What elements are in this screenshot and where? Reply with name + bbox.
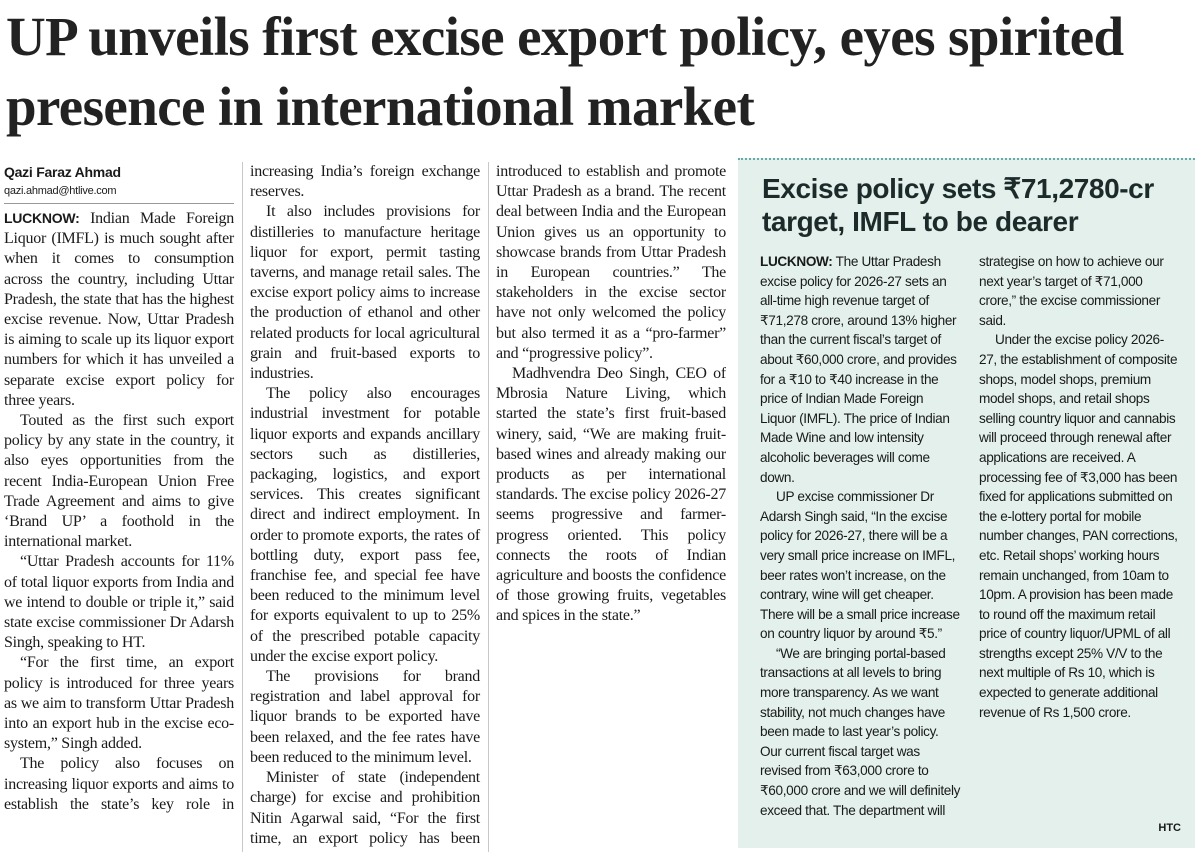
paragraph: LUCKNOW: Indian Made Foreign Liquor (IMF… (4, 208, 234, 411)
paragraph: The provisions for brand registration an… (250, 668, 480, 766)
paragraph: The policy also focuses on increasing li… (4, 163, 480, 813)
dateline: LUCKNOW: (4, 210, 80, 226)
author: Qazi Faraz Ahmad (4, 164, 121, 180)
paragraph: UP excise commissioner Dr Adarsh Singh s… (760, 489, 960, 642)
paragraph: Under the excise policy 2026-27, the est… (979, 332, 1178, 720)
paragraph-text: Indian Made Foreign Liquor (IMFL) is muc… (4, 210, 235, 409)
sidebar-box: Excise policy sets ₹71,2780-cr target, I… (738, 158, 1195, 848)
email: qazi.ahmad@htlive.com (4, 182, 234, 204)
sidebar-body: LUCKNOW: The Uttar Pradesh excise policy… (760, 252, 1180, 837)
article: Qazi Faraz Ahmad qazi.ahmad@htlive.com L… (4, 162, 726, 852)
paragraph: The policy also encourages industrial in… (250, 385, 480, 665)
headline: UP unveils first excise export policy, e… (6, 6, 1124, 137)
paragraph: “We are bringing portal-based transactio… (760, 254, 1164, 818)
sidebar-title: Excise policy sets ₹71,2780-cr target, I… (762, 173, 1154, 237)
paragraph: “Uttar Pradesh accounts for 11% of total… (4, 553, 234, 652)
paragraph: Madhvendra Deo Singh, CEO of Mbrosia Nat… (496, 365, 726, 625)
credit: HTC (1158, 822, 1181, 834)
paragraph: It also includes provisions for distille… (250, 203, 480, 383)
paragraph: Touted as the first such export policy b… (4, 412, 234, 551)
paragraph: “For the first time, an export policy is… (4, 654, 234, 753)
dateline: LUCKNOW: (760, 254, 833, 269)
paragraph-text: The Uttar Pradesh excise policy for 2026… (760, 254, 957, 485)
paragraph: Minister of state (independent charge) f… (250, 163, 726, 847)
paragraph: LUCKNOW: The Uttar Pradesh excise policy… (760, 252, 961, 487)
